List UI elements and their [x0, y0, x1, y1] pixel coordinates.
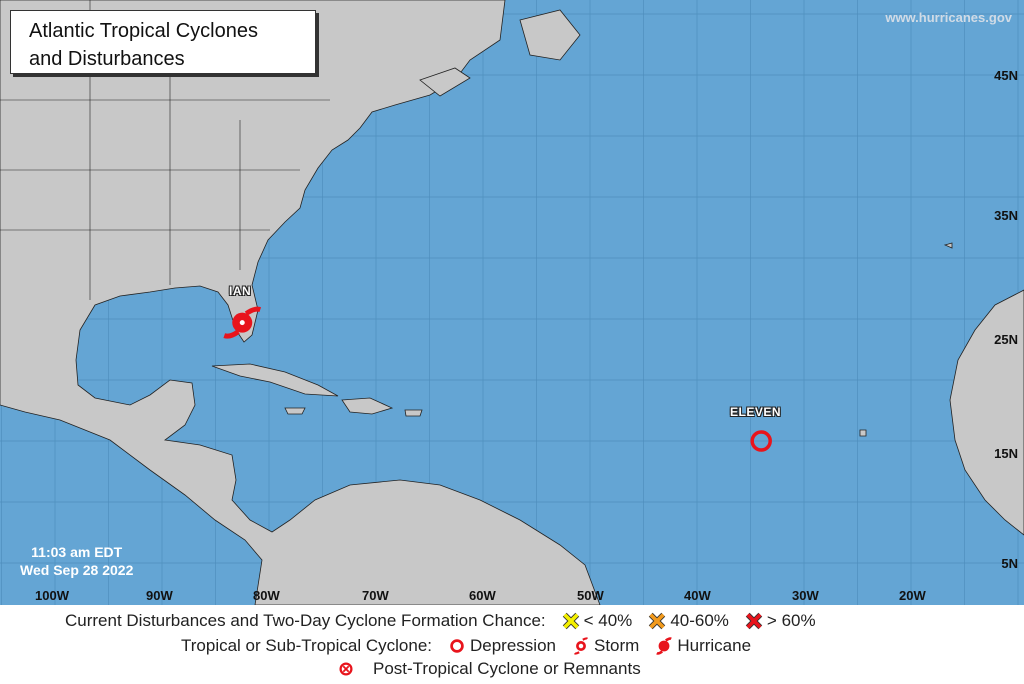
x-red-icon	[745, 612, 763, 630]
legend-cyclone-label: Tropical or Sub-Tropical Cyclone:	[181, 636, 432, 655]
africa	[949, 289, 1024, 536]
lat-label: 15N	[994, 446, 1018, 461]
hurricane-marker-ian[interactable]	[223, 306, 262, 339]
cuba	[211, 363, 339, 397]
lon-label: 20W	[899, 588, 926, 603]
lon-label: 90W	[146, 588, 173, 603]
lat-label: 25N	[994, 332, 1018, 347]
legend-post-tropical: Post-Tropical Cyclone or Remnants	[373, 659, 641, 678]
nova-scotia	[419, 67, 471, 97]
timestamp-time: 11:03 am EDT	[31, 544, 123, 560]
lon-label: 80W	[253, 588, 280, 603]
landmasses	[0, 0, 1024, 605]
canary-islands	[943, 242, 953, 249]
title-line1: Atlantic Tropical Cyclones	[29, 20, 258, 42]
lon-label: 100W	[35, 588, 69, 603]
legend-high: > 60%	[766, 611, 816, 630]
credit-link[interactable]: www.hurricanes.gov	[885, 10, 1012, 25]
depression-marker-eleven[interactable]	[750, 430, 772, 452]
puerto-rico	[404, 409, 423, 417]
map-canvas	[0, 0, 1024, 605]
north-america	[0, 0, 601, 605]
newfoundland	[519, 9, 581, 61]
timestamp: 11:03 am EDT Wed Sep 28 2022	[20, 543, 133, 579]
legend-hurricane: Hurricane	[677, 636, 752, 655]
lon-label: 50W	[577, 588, 604, 603]
legend-low: < 40%	[583, 611, 633, 630]
lat-label: 45N	[994, 68, 1018, 83]
lon-label: 60W	[469, 588, 496, 603]
jamaica	[284, 407, 306, 415]
legend-storm: Storm	[594, 636, 640, 655]
x-orange-icon	[649, 612, 666, 630]
legend-depression: Depression	[470, 636, 556, 655]
storm-icon	[573, 637, 589, 655]
legend-disturbance-label: Current Disturbances and Two-Day Cyclone…	[65, 611, 546, 630]
post-tropical-icon	[339, 662, 353, 676]
lon-label: 30W	[792, 588, 819, 603]
hispaniola	[341, 397, 394, 415]
legend-mid: 40-60%	[670, 611, 729, 630]
lon-label: 40W	[684, 588, 711, 603]
timestamp-date: Wed Sep 28 2022	[20, 562, 134, 578]
map-title: Atlantic Tropical Cyclones and Disturban…	[10, 10, 316, 74]
map: Atlantic Tropical Cyclones and Disturban…	[0, 0, 1024, 605]
lon-label: 70W	[362, 588, 389, 603]
storm-label-ian[interactable]: IAN	[229, 284, 252, 298]
cape-verde	[859, 429, 867, 437]
hurricane-icon	[656, 637, 673, 655]
storm-label-eleven[interactable]: ELEVEN	[730, 405, 782, 419]
x-yellow-icon	[562, 612, 579, 630]
lat-label: 35N	[994, 208, 1018, 223]
legend: Current Disturbances and Two-Day Cyclone…	[0, 605, 1024, 684]
lat-label: 5N	[1001, 556, 1018, 571]
depression-icon	[450, 639, 464, 653]
state-borders	[0, 0, 330, 300]
title-line2: and Disturbances	[29, 48, 185, 70]
